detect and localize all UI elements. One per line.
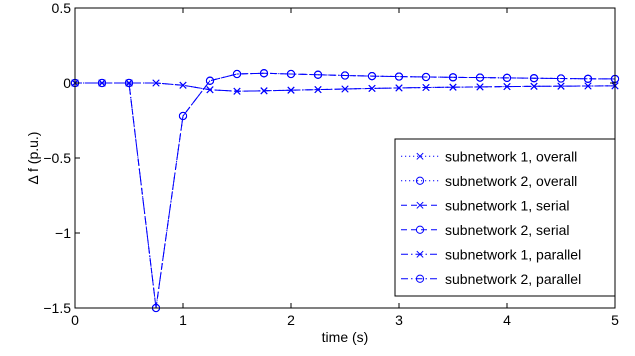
series-line — [75, 72, 616, 309]
x-tick-label: 3 — [395, 312, 403, 328]
axis-ticks: 0 1 2 3 4 5 0.5 0 −0.5 −1 −1.5 — [43, 0, 619, 328]
legend-marker — [415, 225, 425, 234]
data-point — [232, 69, 242, 79]
y-axis-label: Δ f (p.u.) — [25, 132, 41, 185]
data-point — [368, 84, 376, 92]
series-5 — [71, 79, 619, 95]
data-point — [503, 83, 511, 91]
data-point — [394, 72, 404, 81]
data-point — [205, 76, 215, 85]
data-point — [583, 74, 593, 83]
legend-marker — [415, 274, 425, 283]
data-point — [448, 73, 458, 82]
legend-entry: subnetwork 2, serial — [401, 222, 570, 238]
data-point — [178, 111, 188, 121]
data-point — [530, 82, 538, 90]
series-line — [75, 82, 616, 92]
legend-entry: subnetwork 2, parallel — [401, 271, 581, 287]
data-point — [313, 70, 323, 79]
legend-entry: subnetwork 2, overall — [401, 173, 577, 189]
data-point — [206, 86, 214, 94]
data-point — [97, 78, 107, 88]
legend-label: subnetwork 2, overall — [445, 173, 577, 189]
data-point — [475, 73, 485, 82]
data-point — [449, 83, 457, 91]
data-point — [124, 78, 134, 88]
data-point — [286, 69, 296, 79]
legend-entry: subnetwork 1, parallel — [401, 246, 581, 262]
legend-label: subnetwork 1, overall — [445, 148, 577, 164]
data-point — [421, 72, 431, 82]
legend-marker — [416, 152, 424, 160]
legend: subnetwork 1, overall subnetwork 2, overa… — [394, 138, 616, 297]
x-tick-label: 0 — [71, 312, 79, 328]
data-point — [314, 86, 322, 94]
data-point — [395, 84, 403, 92]
y-tick-label: 0 — [63, 75, 71, 91]
legend-marker — [416, 201, 424, 209]
data-point — [502, 73, 512, 83]
data-point — [340, 71, 350, 80]
legend-marker — [415, 176, 425, 185]
legend-label: subnetwork 2, parallel — [445, 271, 581, 287]
x-tick-label: 1 — [179, 312, 187, 328]
data-point — [341, 85, 349, 93]
legend-label: subnetwork 2, serial — [445, 222, 570, 238]
legend-box — [394, 138, 616, 297]
legend-marker — [416, 250, 424, 258]
series-6 — [70, 69, 620, 313]
data-point — [476, 83, 484, 91]
data-point — [422, 83, 430, 92]
data-point — [556, 74, 566, 83]
data-point — [584, 82, 592, 90]
x-tick-label: 2 — [287, 312, 295, 328]
data-point — [179, 81, 187, 89]
data-point — [233, 87, 241, 95]
legend-entry: subnetwork 1, overall — [401, 148, 577, 164]
y-tick-label: −1 — [55, 225, 71, 241]
data-point — [260, 87, 268, 95]
legend-label: subnetwork 1, parallel — [445, 246, 581, 262]
x-axis-label: time (s) — [322, 329, 369, 345]
legend-label: subnetwork 1, serial — [445, 197, 570, 213]
data-point — [287, 86, 295, 94]
data-point — [557, 82, 565, 90]
data-point — [259, 69, 269, 78]
data-point — [367, 72, 377, 81]
y-tick-label: −0.5 — [43, 150, 71, 166]
data-point — [152, 79, 160, 87]
y-tick-label: −1.5 — [43, 300, 71, 316]
data-point — [529, 74, 539, 83]
series-layer — [70, 69, 620, 313]
x-tick-label: 5 — [611, 312, 619, 328]
legend-entry: subnetwork 1, serial — [401, 197, 570, 213]
y-tick-label: 0.5 — [52, 0, 72, 16]
data-point — [98, 79, 106, 87]
x-tick-label: 4 — [503, 312, 511, 328]
